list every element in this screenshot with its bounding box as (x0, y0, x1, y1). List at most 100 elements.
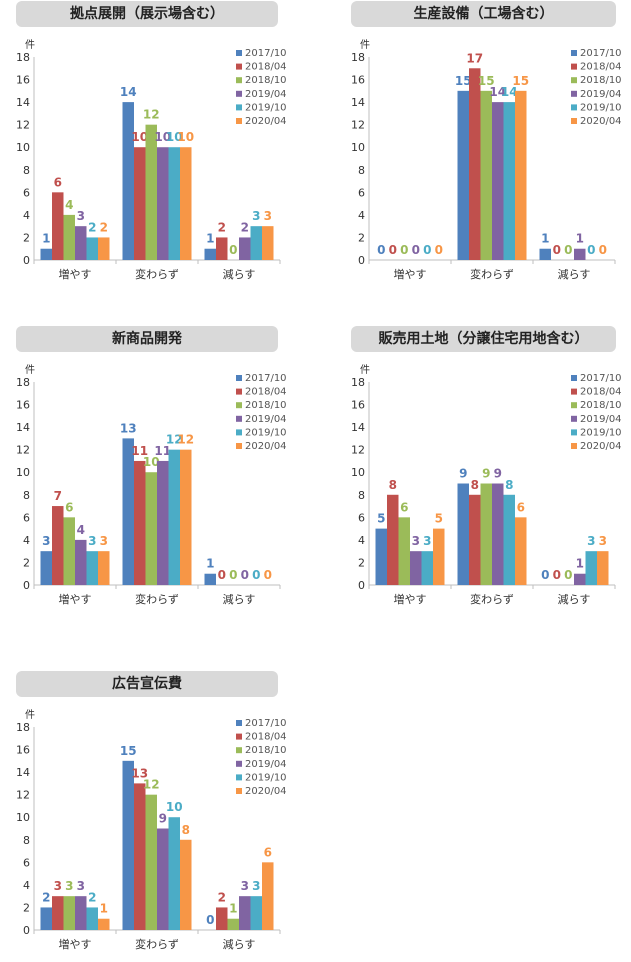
bar (40, 248, 52, 260)
data-label: 3 (77, 209, 85, 223)
y-tick-label: 18 (351, 51, 365, 64)
legend-swatch (236, 77, 242, 84)
bar (145, 472, 157, 585)
legend-label: 2019/10 (580, 102, 622, 113)
bar (216, 907, 228, 930)
data-label: 10 (166, 130, 183, 144)
y-tick-label: 0 (23, 924, 30, 937)
y-tick-label: 14 (16, 421, 30, 434)
x-category-label: 変わらず (135, 937, 179, 951)
data-label: 10 (131, 130, 148, 144)
legend-swatch (571, 90, 577, 97)
bar (134, 783, 146, 930)
y-tick-label: 12 (16, 789, 30, 802)
legend-label: 2018/04 (580, 387, 622, 398)
y-tick-label: 4 (358, 534, 365, 547)
bar (98, 551, 110, 585)
chart-panel-1: 生産設備（工場含む） 件 0 2 4 6 8 10 12 14 16 18 0 0 0 0 0 0 増やす 15 17… (335, 0, 631, 300)
bar (480, 90, 492, 260)
y-tick-label: 6 (358, 511, 365, 524)
bar (122, 760, 134, 930)
data-label: 3 (252, 209, 260, 223)
y-tick-label: 16 (351, 74, 365, 87)
bar (457, 483, 469, 585)
x-category-label: 増やす (59, 593, 92, 606)
bar (63, 896, 75, 930)
y-tick-label: 14 (16, 766, 30, 779)
data-label: 1 (229, 902, 237, 916)
y-tick-label: 18 (351, 376, 365, 389)
bar (204, 573, 216, 585)
data-label: 3 (264, 209, 272, 223)
data-label: 0 (412, 243, 420, 257)
chart-panel-2: 新商品開発 件 0 2 4 6 8 10 12 14 16 18 3 7 6 4 3 3 増やす 13 11 10 11 1… (0, 325, 315, 625)
y-tick-label: 14 (351, 421, 365, 434)
y-tick-label: 16 (16, 74, 30, 87)
data-label: 4 (77, 523, 85, 537)
bar (239, 237, 251, 260)
y-tick-label: 12 (16, 119, 30, 132)
legend-label: 2019/04 (245, 759, 287, 770)
y-tick-label: 16 (16, 744, 30, 757)
data-label: 3 (412, 534, 420, 548)
legend-label: 2018/04 (245, 62, 287, 73)
data-label: 0 (553, 568, 561, 582)
y-unit-label: 件 (25, 364, 35, 376)
legend-label: 2020/04 (580, 116, 622, 127)
data-label: 0 (553, 243, 561, 257)
y-tick-label: 12 (351, 444, 365, 457)
data-label: 3 (88, 534, 96, 548)
x-category-label: 変わらず (135, 592, 179, 606)
data-label: 3 (241, 879, 249, 893)
data-label: 1 (576, 557, 584, 571)
data-label: 1 (42, 232, 50, 246)
data-label: 2 (241, 220, 249, 234)
bar (469, 68, 481, 261)
data-label: 6 (264, 845, 272, 859)
legend-label: 2017/10 (245, 718, 287, 729)
data-label: 0 (229, 568, 237, 582)
bar (262, 862, 274, 930)
bar (539, 248, 551, 260)
bar (122, 438, 134, 585)
data-label: 6 (517, 500, 525, 514)
bar (480, 483, 492, 585)
data-label: 12 (143, 108, 160, 122)
y-tick-label: 14 (351, 96, 365, 109)
data-label: 10 (154, 130, 171, 144)
y-tick-label: 12 (351, 119, 365, 132)
legend-label: 2018/10 (245, 400, 287, 411)
x-category-label: 変わらず (470, 592, 514, 606)
legend-swatch (571, 118, 577, 124)
legend-swatch (236, 788, 242, 794)
bar (168, 817, 180, 930)
bar (375, 528, 387, 585)
chart-panel-0: 拠点展開（展示場含む） 件 0 2 4 6 8 10 12 14 16 18 1 6 4 3 2 2 増やす 14 1… (0, 0, 315, 300)
chart-title: 新商品開発 (16, 326, 278, 352)
legend-label: 2020/04 (245, 116, 287, 127)
y-unit-label: 件 (360, 39, 370, 51)
legend-swatch (236, 402, 242, 409)
y-unit-label: 件 (25, 39, 35, 51)
x-category-label: 減らす (223, 267, 256, 281)
data-label: 3 (599, 534, 607, 548)
bar (492, 102, 504, 260)
y-tick-label: 2 (23, 901, 30, 914)
legend-swatch (236, 388, 242, 395)
y-tick-label: 4 (23, 879, 30, 892)
data-label: 10 (143, 455, 160, 469)
y-tick-label: 10 (16, 141, 30, 154)
legend-label: 2017/10 (245, 373, 287, 384)
data-label: 0 (435, 243, 443, 257)
bar (492, 483, 504, 585)
data-label: 2 (88, 220, 96, 234)
bar (52, 896, 64, 930)
y-tick-label: 0 (23, 579, 30, 592)
bar (98, 918, 110, 930)
data-label: 5 (377, 512, 385, 526)
data-label: 1 (576, 232, 584, 246)
bar (168, 147, 180, 260)
bar (410, 551, 422, 585)
